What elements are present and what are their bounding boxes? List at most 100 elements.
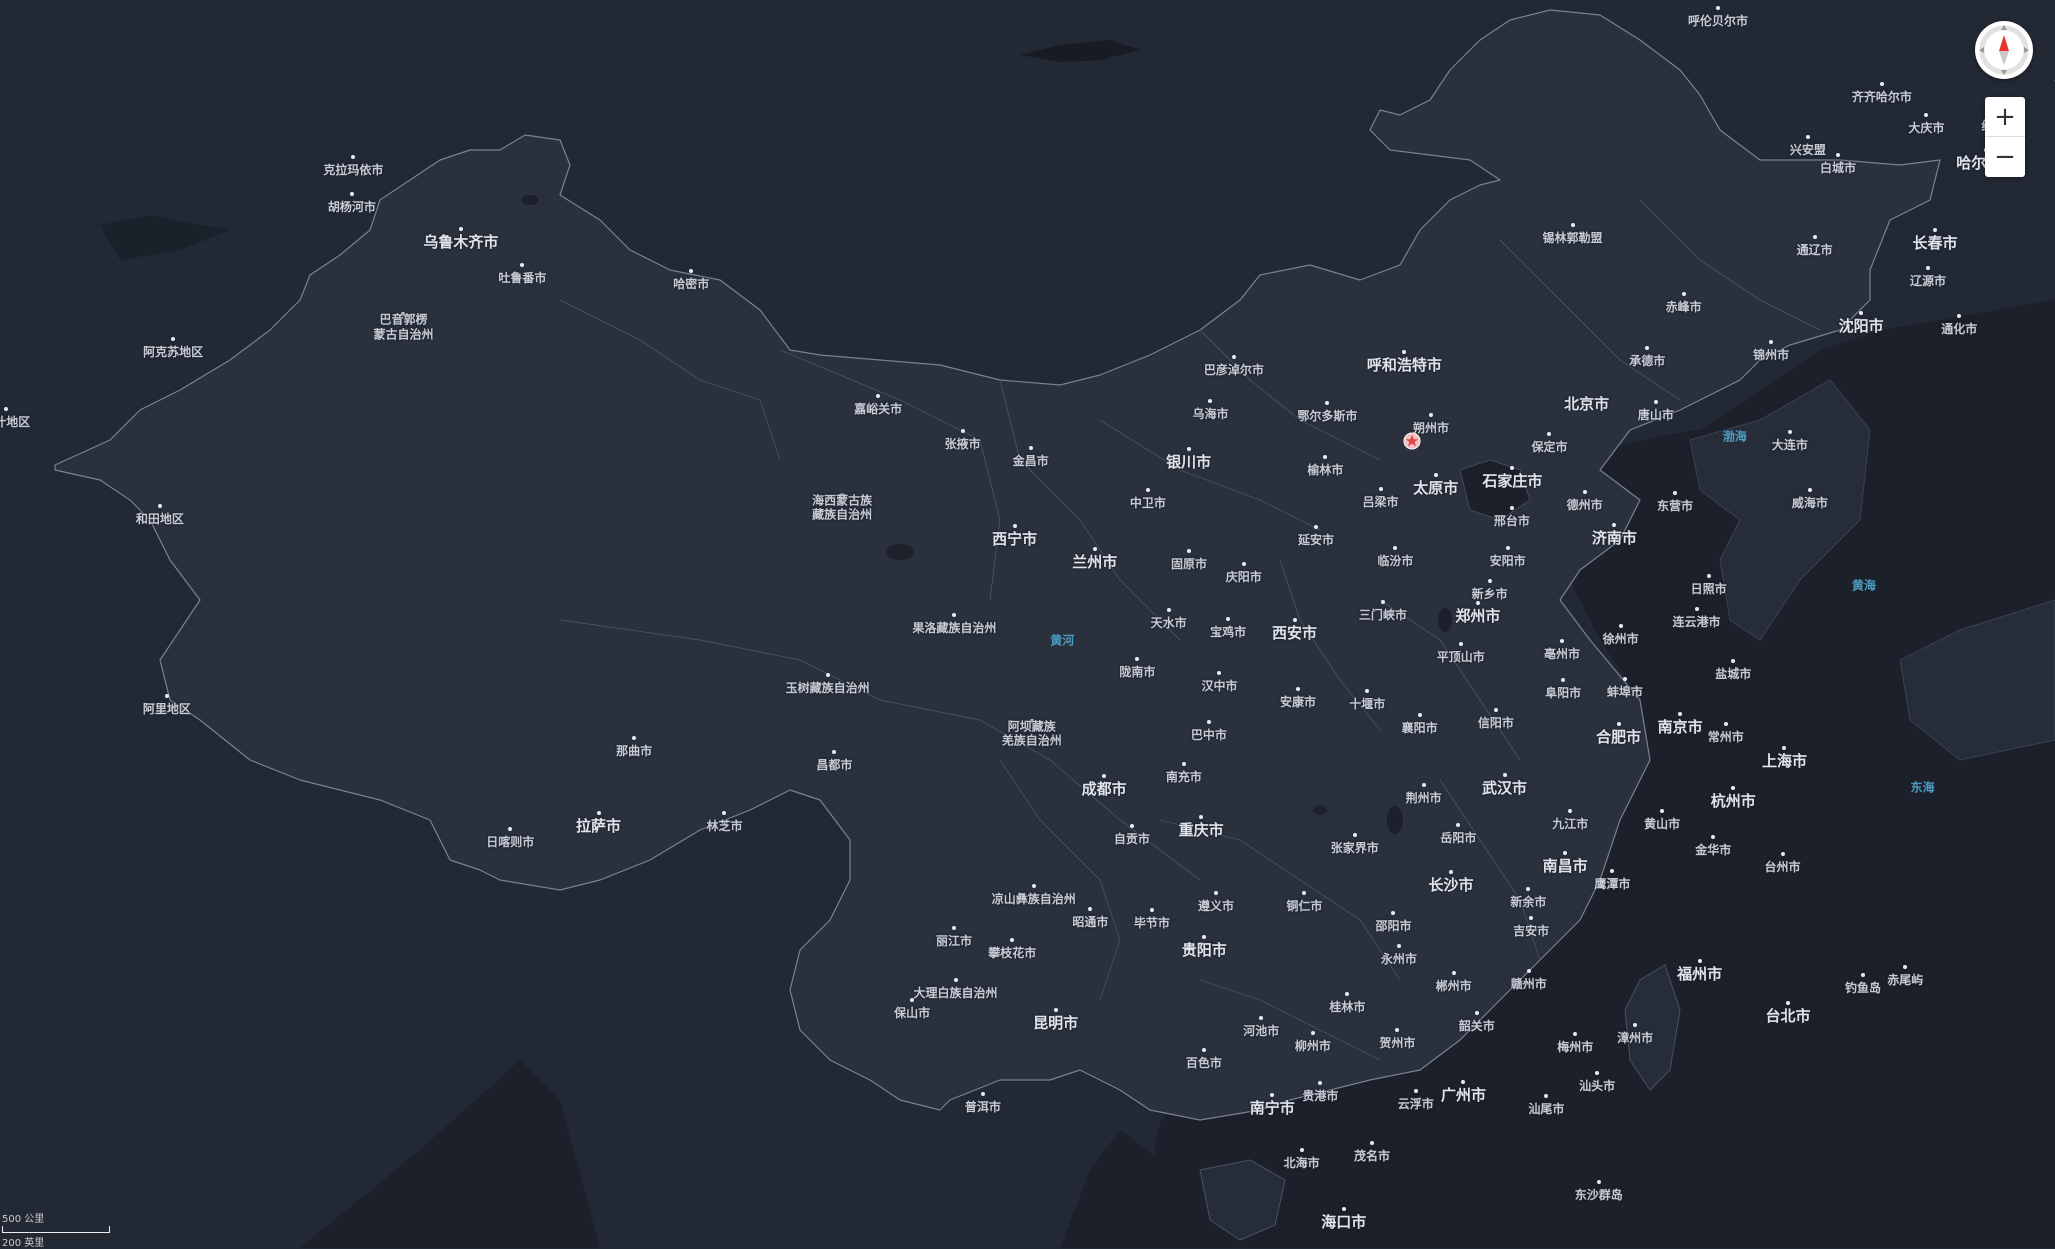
city-label[interactable]: 盐城市 [1715, 667, 1751, 681]
city-label[interactable]: 德州市 [1567, 498, 1603, 512]
city-label[interactable]: 连云港市 [1672, 615, 1720, 629]
city-label[interactable]: 邵阳市 [1375, 919, 1411, 933]
city-label[interactable]: 岳阳市 [1440, 831, 1476, 845]
city-label[interactable]: 信阳市 [1478, 716, 1514, 730]
city-label[interactable]: 通化市 [1941, 322, 1977, 336]
city-label[interactable]: 那曲市 [616, 744, 652, 758]
city-label[interactable]: 桂林市 [1329, 1000, 1365, 1014]
city-label[interactable]: 长沙市 [1428, 876, 1473, 894]
city-label[interactable]: 延安市 [1298, 533, 1334, 547]
city-label[interactable]: 西宁市 [992, 530, 1037, 548]
city-label[interactable]: 九江市 [1552, 817, 1588, 831]
city-label[interactable]: 南昌市 [1543, 857, 1588, 875]
city-label[interactable]: 金华市 [1695, 843, 1731, 857]
city-label[interactable]: 凉山彝族自治州 [992, 892, 1076, 906]
city-label[interactable]: 兰州市 [1072, 553, 1117, 571]
city-label[interactable]: 永州市 [1381, 952, 1417, 966]
city-label[interactable]: 庆阳市 [1226, 570, 1262, 584]
city-label[interactable]: 汕尾市 [1528, 1102, 1564, 1116]
city-label[interactable]: 襄阳市 [1402, 721, 1438, 735]
city-label[interactable]: 安阳市 [1490, 553, 1526, 567]
city-label[interactable]: 长春市 [1912, 234, 1957, 252]
city-label[interactable]: 平顶山市 [1437, 649, 1485, 663]
city-label[interactable]: 铜仁市 [1286, 899, 1322, 913]
city-label[interactable]: 黄山市 [1644, 817, 1680, 831]
city-label[interactable]: 毕节市 [1134, 916, 1170, 930]
city-label[interactable]: 自贡市 [1114, 832, 1150, 846]
city-label[interactable]: 喀什地区 [0, 415, 30, 429]
city-label[interactable]: 阜阳市 [1545, 686, 1581, 700]
city-label[interactable]: 赤尾屿 [1887, 973, 1923, 987]
city-label[interactable]: 固原市 [1171, 557, 1207, 571]
city-label[interactable]: 福州市 [1677, 965, 1722, 983]
city-label[interactable]: 钓鱼岛 [1845, 980, 1881, 994]
city-label[interactable]: 阿克苏地区 [143, 345, 203, 359]
city-label[interactable]: 天水市 [1151, 616, 1187, 630]
city-label[interactable]: 昆明市 [1033, 1014, 1078, 1032]
city-label[interactable]: 沈阳市 [1839, 317, 1884, 335]
city-label[interactable]: 陇南市 [1119, 665, 1155, 679]
city-label[interactable]: 济南市 [1592, 529, 1637, 547]
city-label[interactable]: 武汉市 [1482, 779, 1527, 797]
city-label[interactable]: 合肥市 [1596, 728, 1641, 746]
city-label[interactable]: 柳州市 [1295, 1038, 1331, 1052]
city-label[interactable]: 南宁市 [1250, 1099, 1295, 1117]
city-label[interactable]: 汕头市 [1579, 1079, 1615, 1093]
compass-control[interactable] [1975, 21, 2033, 79]
city-label[interactable]: 重庆市 [1179, 821, 1224, 839]
city-label[interactable]: 赣州市 [1511, 977, 1547, 991]
city-label[interactable]: 贵港市 [1302, 1089, 1338, 1103]
city-label[interactable]: 赤峰市 [1666, 300, 1702, 314]
city-label[interactable]: 常州市 [1708, 730, 1744, 744]
zoom-out-button[interactable]: − [1985, 137, 2025, 176]
city-label[interactable]: 林芝市 [706, 819, 742, 833]
city-label[interactable]: 百色市 [1186, 1056, 1222, 1070]
city-label[interactable]: 普洱市 [965, 1100, 1001, 1114]
city-label[interactable]: 锡林郭勒盟 [1543, 231, 1603, 245]
city-label[interactable]: 昌都市 [816, 758, 852, 772]
city-label[interactable]: 石家庄市 [1482, 472, 1542, 490]
city-label[interactable]: 银川市 [1166, 453, 1211, 471]
city-label[interactable]: 汉中市 [1201, 678, 1237, 692]
city-label[interactable]: 兴安盟 [1790, 142, 1826, 156]
city-label[interactable]: 榆林市 [1307, 463, 1343, 477]
city-label[interactable]: 丽江市 [936, 934, 972, 948]
city-label[interactable]: 张家界市 [1331, 841, 1379, 855]
city-label[interactable]: 日照市 [1691, 581, 1727, 595]
city-label[interactable]: 嘉峪关市 [854, 402, 902, 416]
city-label[interactable]: 呼伦贝尔市 [1688, 13, 1748, 27]
city-label[interactable]: 大理白族自治州 [914, 986, 998, 1000]
city-label[interactable]: 鹰潭市 [1594, 876, 1630, 890]
city-label[interactable]: 玉树藏族自治州 [786, 681, 870, 695]
city-label[interactable]: 承德市 [1629, 354, 1665, 368]
city-label[interactable]: 乌海市 [1192, 407, 1228, 421]
city-label[interactable]: 乌鲁木齐市 [423, 233, 498, 251]
city-label[interactable]: 东沙群岛 [1575, 1188, 1623, 1202]
city-label[interactable]: 北京市 [1564, 395, 1609, 413]
city-label[interactable]: 海西蒙古族藏族自治州 [812, 494, 872, 523]
city-label[interactable]: 韶关市 [1459, 1019, 1495, 1033]
city-label[interactable]: 哈密市 [673, 277, 709, 291]
city-label[interactable]: 东营市 [1657, 499, 1693, 513]
city-label[interactable]: 吕梁市 [1363, 495, 1399, 509]
city-label[interactable]: 齐齐哈尔市 [1852, 90, 1912, 104]
city-label[interactable]: 日喀则市 [486, 835, 534, 849]
city-label[interactable]: 上海市 [1762, 752, 1807, 770]
city-label[interactable]: 徐州市 [1603, 632, 1639, 646]
city-label[interactable]: 云浮市 [1398, 1096, 1434, 1110]
city-label[interactable]: 保定市 [1531, 439, 1567, 453]
city-label[interactable]: 海口市 [1321, 1213, 1366, 1231]
city-label[interactable]: 茂名市 [1354, 1148, 1390, 1162]
city-label[interactable]: 漳州市 [1617, 1031, 1653, 1045]
zoom-in-button[interactable]: + [1985, 97, 2025, 137]
city-label[interactable]: 胡杨河市 [328, 200, 376, 214]
city-label[interactable]: 威海市 [1792, 495, 1828, 509]
city-label[interactable]: 鄂尔多斯市 [1297, 409, 1357, 423]
city-label[interactable]: 攀枝花市 [988, 946, 1036, 960]
city-label[interactable]: 大连市 [1772, 438, 1808, 452]
city-label[interactable]: 巴彦淖尔市 [1204, 362, 1264, 376]
city-label[interactable]: 梅州市 [1557, 1040, 1593, 1054]
city-label[interactable]: 邢台市 [1494, 514, 1530, 528]
city-label[interactable]: 十堰市 [1349, 696, 1385, 710]
city-label[interactable]: 亳州市 [1544, 647, 1580, 661]
